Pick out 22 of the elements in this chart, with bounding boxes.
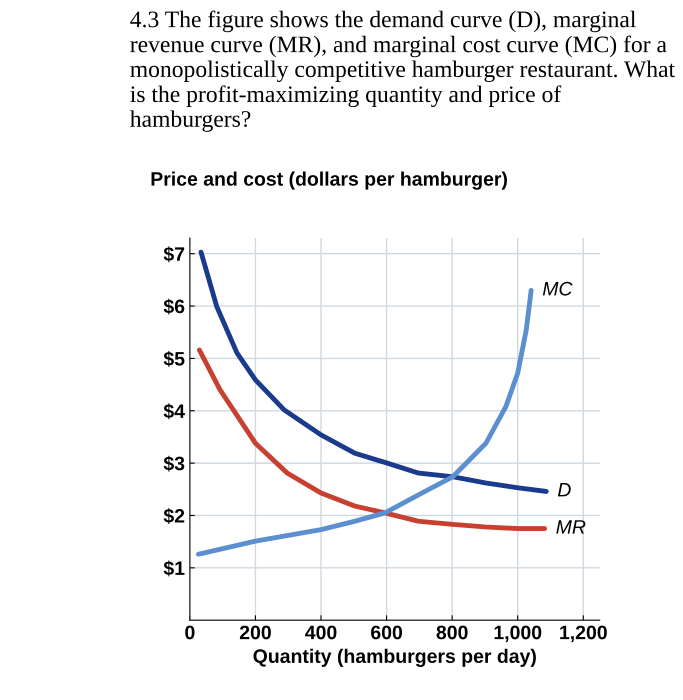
x-tick-label: 600 (371, 626, 402, 640)
y-axis-title: Price and cost (dollars per hamburger) (152, 172, 507, 190)
x-tick-label: 0 (185, 626, 194, 640)
series-label: D (558, 483, 571, 496)
x-tick-label: 1,200 (560, 626, 607, 642)
line-series (196, 288, 534, 557)
x-tick-label: 800 (436, 626, 468, 640)
line-series (196, 348, 548, 532)
y-tick-label: $1 (164, 560, 184, 576)
y-tick-label: $4 (164, 403, 185, 420)
x-tick-label: 200 (240, 626, 271, 640)
y-tick-label: $6 (164, 298, 184, 315)
x-axis-title: Quantity (hamburgers per day) (254, 648, 536, 667)
series-label: MR (556, 520, 586, 534)
chart-title: 4.3 The figure shows the demand curve (D), marginal revenue curve (MR), and marginal cost curve (MC) for a monopolistically competitive hamburger restaurant. What is the profit-maximizing quantity and price of hamburgers? (130, 10, 675, 132)
y-tick-label: $7 (164, 246, 184, 262)
y-tick-label: $5 (164, 351, 184, 367)
y-tick-label: $3 (164, 456, 184, 472)
series-label: MC (542, 282, 573, 296)
x-tick-label: 400 (305, 626, 336, 640)
y-tick-label: $2 (164, 508, 184, 524)
x-tick-label: 1,000 (494, 626, 542, 642)
